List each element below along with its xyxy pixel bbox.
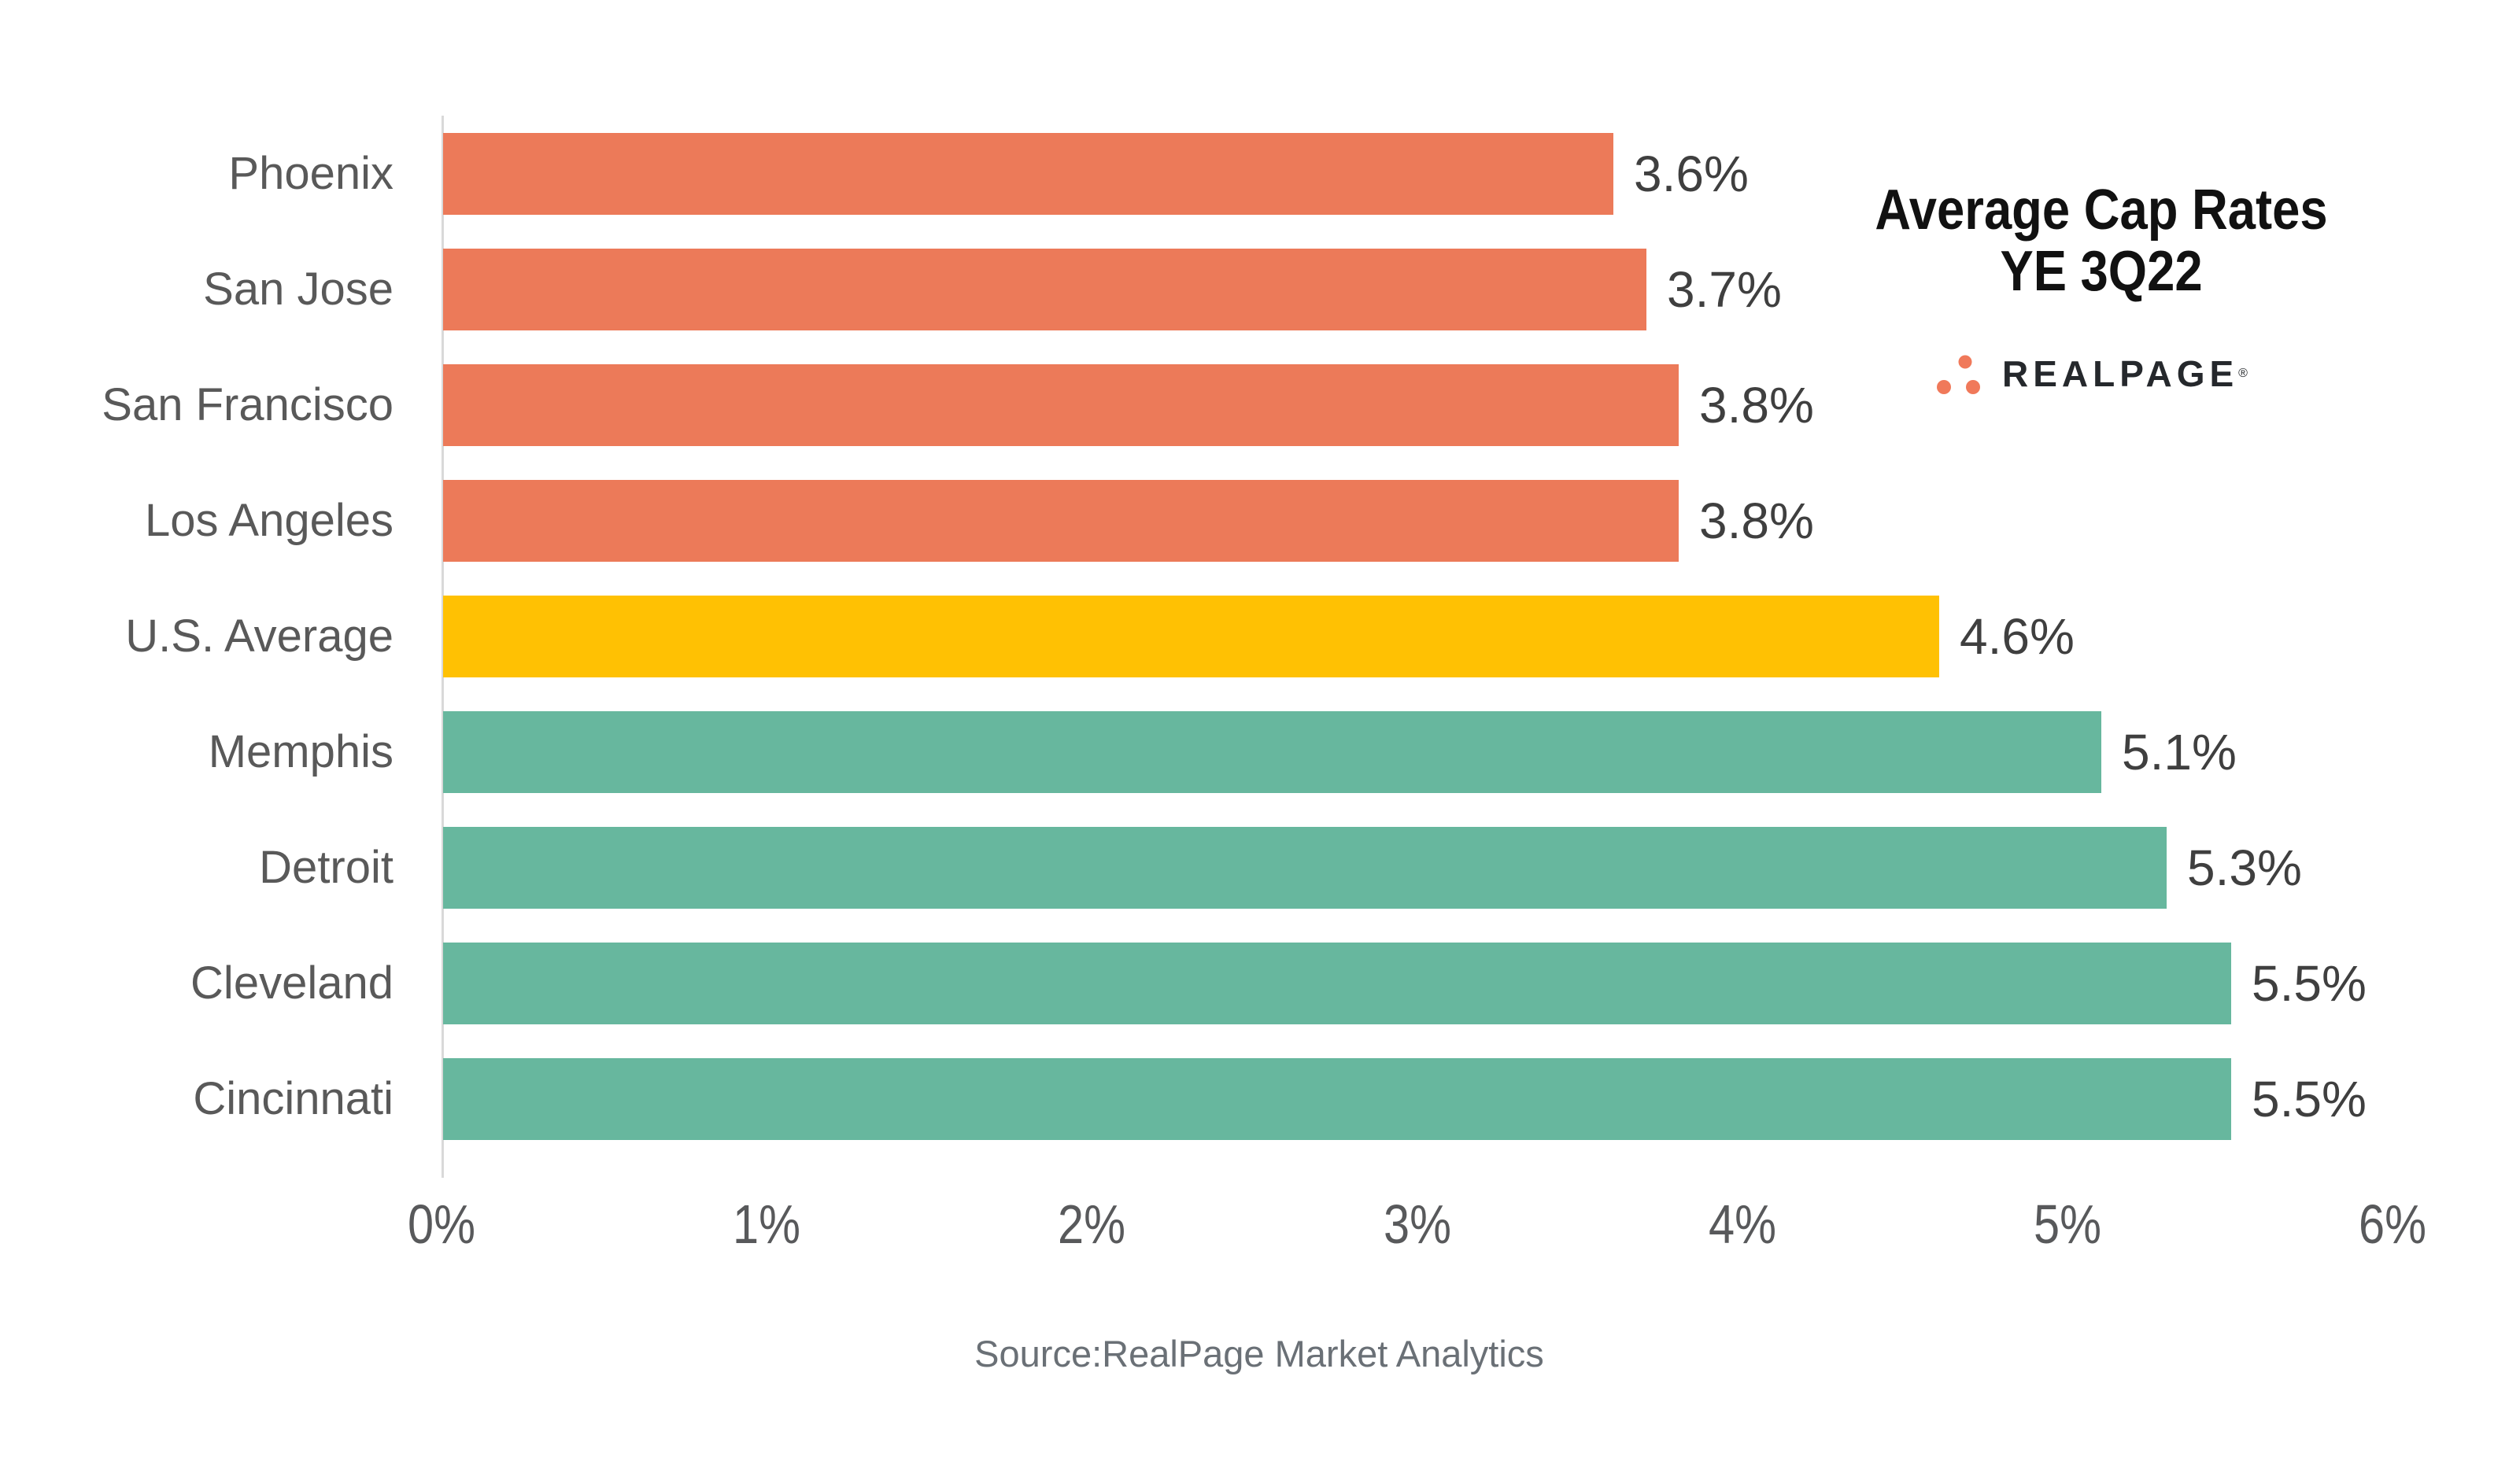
value-label: 4.6%	[1960, 607, 2075, 665]
bar	[443, 132, 1613, 215]
value-label: 5.5%	[2252, 1070, 2367, 1127]
bar	[443, 479, 1679, 562]
bar	[443, 595, 1939, 677]
bar	[443, 942, 2231, 1024]
category-label: Los Angeles	[144, 495, 394, 546]
realpage-logo-dots-icon	[1936, 352, 1988, 396]
value-label: 5.3%	[2187, 839, 2302, 896]
source-caption: Source:RealPage Market Analytics	[974, 1333, 1544, 1374]
category-label: Detroit	[259, 842, 394, 893]
category-label: Cleveland	[190, 957, 394, 1009]
x-tick-label: 2%	[1058, 1194, 1126, 1255]
category-label: San Francisco	[102, 379, 394, 430]
chart-title-line-2: YE 3Q22	[2000, 240, 2203, 303]
category-label: Phoenix	[228, 148, 394, 199]
value-label: 3.6%	[1634, 145, 1749, 202]
x-tick-label: 5%	[2033, 1194, 2101, 1255]
bar	[443, 1057, 2231, 1140]
value-label: 5.1%	[2122, 723, 2237, 780]
bar	[443, 248, 1646, 330]
x-tick-label: 0%	[407, 1194, 475, 1255]
category-label: Memphis	[208, 726, 394, 777]
realpage-logo: REALPAGE ®	[1936, 350, 2248, 397]
value-label: 3.8%	[1699, 376, 1814, 434]
chart-title: Average Cap Rates YE 3Q22	[1834, 179, 2369, 302]
value-label: 3.8%	[1699, 492, 1814, 549]
x-tick-label: 1%	[733, 1194, 801, 1255]
x-tick-label: 6%	[2359, 1194, 2427, 1255]
y-axis-line	[442, 116, 444, 1178]
value-label: 5.5%	[2252, 954, 2367, 1012]
x-tick-label: 4%	[1708, 1194, 1776, 1255]
registered-trademark-symbol: ®	[2238, 367, 2248, 380]
category-label: Cincinnati	[193, 1073, 394, 1124]
category-label: San Jose	[203, 264, 394, 315]
bar	[443, 710, 2101, 793]
value-label: 3.7%	[1667, 260, 1782, 318]
x-tick-label: 3%	[1383, 1194, 1451, 1255]
bar	[443, 363, 1679, 446]
realpage-logo-text: REALPAGE	[2002, 353, 2239, 394]
category-label: U.S. Average	[125, 611, 394, 662]
chart-title-line-1: Average Cap Rates	[1875, 179, 2328, 242]
bar	[443, 826, 2167, 909]
